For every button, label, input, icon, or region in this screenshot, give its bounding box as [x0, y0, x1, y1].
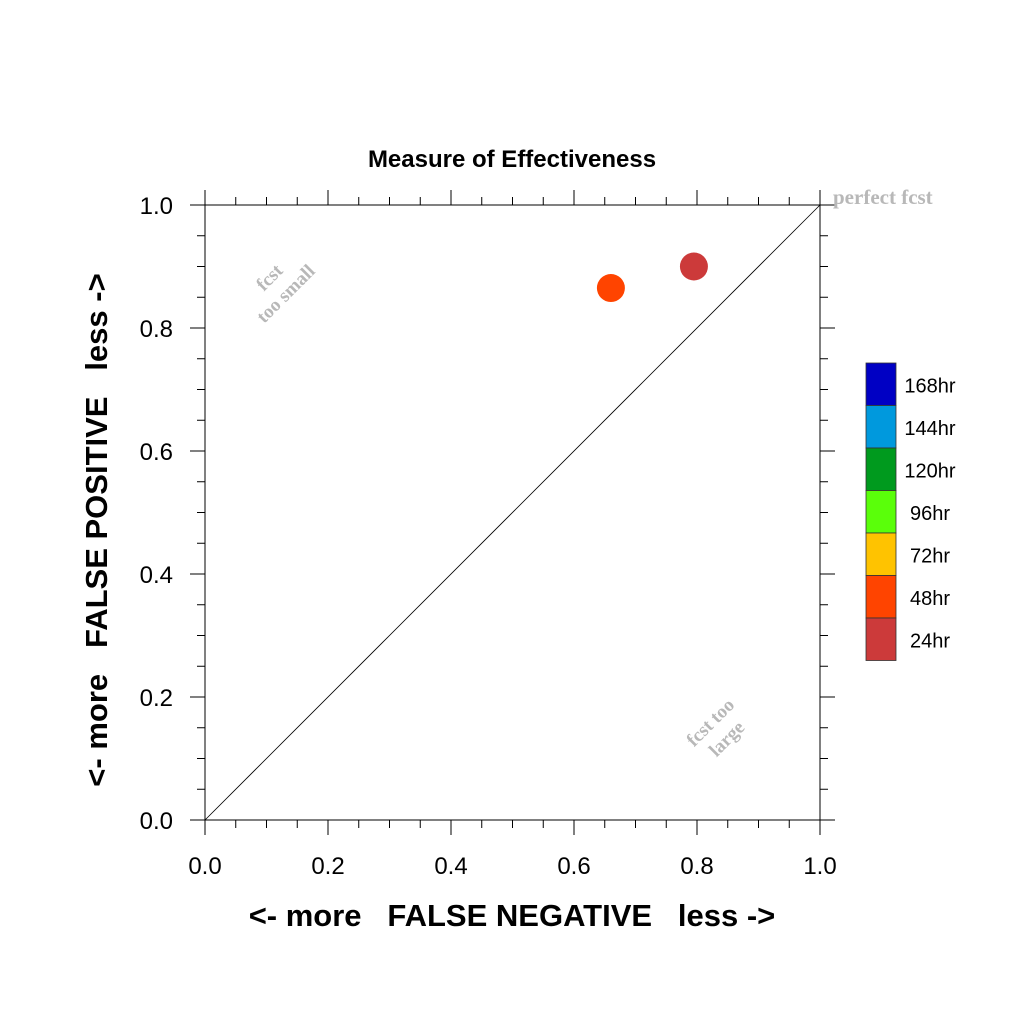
legend-swatch-120hr — [865, 447, 897, 491]
y-tick-label: 0.0 — [140, 808, 173, 835]
legend-label-24hr: 24hr — [910, 630, 950, 652]
perfect-fcst-annotation: perfect fcst — [833, 185, 933, 209]
legend-swatch-168hr — [865, 362, 897, 406]
y-tick-label: 0.2 — [140, 685, 173, 712]
legend-label-120hr: 120hr — [904, 460, 955, 482]
y-axis-label: <- more FALSE POSITIVE less -> — [79, 273, 114, 786]
x-tick-label: 1.0 — [803, 853, 836, 880]
y-tick-label: 1.0 — [140, 193, 173, 220]
x-axis-label: <- more FALSE NEGATIVE less -> — [249, 898, 776, 933]
legend-swatch-48hr — [865, 575, 897, 619]
data-point-24hr — [679, 252, 708, 281]
axis-ticks — [190, 190, 835, 835]
legend-swatch-24hr — [865, 617, 897, 661]
legend-label-48hr: 48hr — [910, 588, 950, 610]
legend-label-72hr: 72hr — [910, 545, 950, 567]
x-tick-label: 0.0 — [188, 853, 221, 880]
data-points — [596, 252, 708, 303]
chart-title: Measure of Effectiveness — [368, 146, 656, 173]
legend: 168hr 144hr 120hr 96hr 72hr 48hr 24hr — [865, 362, 956, 661]
x-tick-label: 0.8 — [680, 853, 713, 880]
legend-swatch-72hr — [865, 532, 897, 576]
legend-label-144hr: 144hr — [904, 418, 955, 440]
y-tick-label: 0.8 — [140, 316, 173, 343]
fcst-too-small-annotation: fcst too small — [252, 260, 319, 328]
x-tick-label: 0.4 — [434, 853, 467, 880]
x-tick-label: 0.6 — [557, 853, 590, 880]
fcst-too-large-annotation: fcst too large — [683, 695, 749, 761]
y-tick-label: 0.6 — [140, 439, 173, 466]
y-tick-label: 0.4 — [140, 562, 173, 589]
axis-tick-labels: 0.0 0.2 0.4 0.6 0.8 1.0 0.0 0.2 0.4 0.6 0.8 1.0 — [140, 193, 837, 880]
legend-swatch-144hr — [865, 405, 897, 449]
legend-label-96hr: 96hr — [910, 503, 950, 525]
data-point-48hr — [596, 274, 625, 303]
legend-label-168hr: 168hr — [904, 375, 955, 397]
x-tick-label: 0.2 — [311, 853, 344, 880]
perfect-forecast-line — [204, 204, 821, 821]
legend-swatch-96hr — [865, 490, 897, 534]
